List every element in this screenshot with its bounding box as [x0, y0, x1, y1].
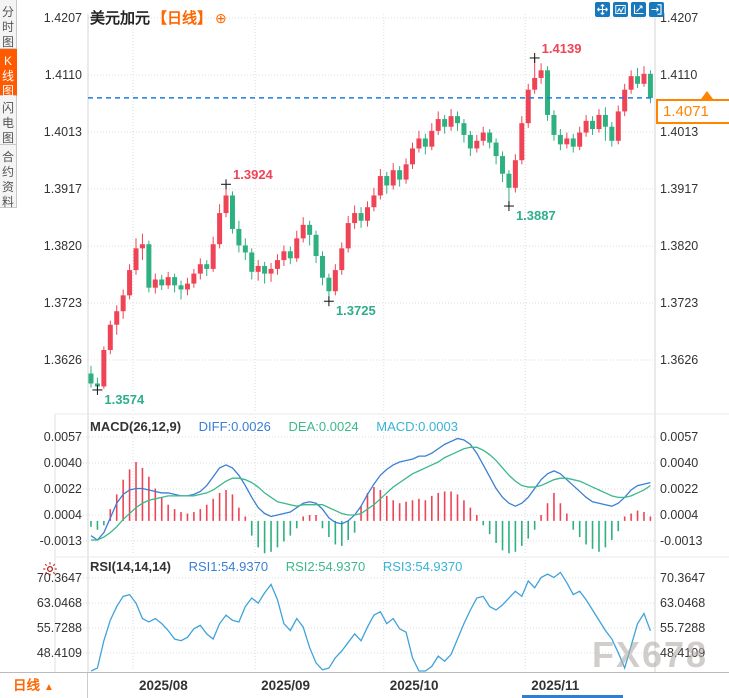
axis-scale-icon[interactable] — [631, 2, 646, 17]
price-axis-label: 1.3917 — [660, 182, 699, 196]
macd-axis-label: -0.0013 — [660, 534, 703, 548]
macd-axis-label: 0.0057 — [660, 430, 699, 444]
macd-axis-label: 0.0022 — [660, 482, 699, 496]
rsi1-value: RSI1:54.9370 — [188, 559, 269, 574]
macd-diff-value: DIFF:0.0026 — [198, 419, 271, 434]
symbol-title: 美元加元 — [90, 10, 151, 27]
macd-dea-value: DEA:0.0024 — [288, 419, 359, 434]
price-axis-label: 1.3723 — [660, 296, 699, 310]
macd-legend: MACD(26,12,9) DIFF:0.0026 DEA:0.0024 MAC… — [90, 419, 472, 434]
rsi-axis-label: 48.4109 — [36, 646, 82, 660]
rsi-axis-label: 70.3647 — [660, 571, 706, 585]
rsi-axis-label: 63.0468 — [36, 596, 82, 610]
price-annotation: 1.3725 — [335, 303, 376, 319]
price-axis-label: 1.3820 — [660, 239, 699, 253]
price-axis-label: 1.3917 — [43, 182, 82, 196]
price-axis-label: 1.4013 — [660, 125, 699, 139]
price-axis-label: 1.4110 — [660, 68, 698, 82]
price-annotation: 1.3887 — [515, 208, 556, 224]
rsi-axis-label: 55.7288 — [36, 621, 82, 635]
move-icon[interactable] — [595, 2, 610, 17]
price-annotation: 1.3574 — [104, 391, 145, 407]
macd-axis-label: 0.0040 — [660, 456, 699, 470]
macd-axis-label: 0.0004 — [660, 508, 699, 522]
macd-axis-label: 0.0004 — [43, 508, 82, 522]
x-axis-date-label: 2025/11 — [531, 678, 580, 693]
price-marker-arrow — [701, 91, 713, 99]
rsi2-value: RSI2:54.9370 — [285, 559, 366, 574]
rsi-axis-label: 48.4109 — [660, 646, 706, 660]
macd-axis-label: -0.0013 — [39, 534, 82, 548]
chart-header: 美元加元 【日线】 ⊕ — [90, 7, 227, 28]
price-axis-label: 1.4110 — [44, 68, 82, 82]
indicator-settings-icon[interactable] — [42, 561, 58, 577]
price-axis-label: 1.4207 — [43, 11, 82, 25]
box-zoom-icon[interactable] — [613, 2, 628, 17]
rsi-axis-label: 55.7288 — [660, 621, 706, 635]
macd-axis-label: 0.0022 — [43, 482, 82, 496]
rsi-axis-label: 63.0468 — [660, 596, 706, 610]
sidebar-tab-contract-info[interactable]: 合约资料 — [0, 145, 17, 209]
pan-right-icon[interactable] — [649, 2, 664, 17]
rsi-title: RSI(14,14,14) — [90, 559, 171, 574]
price-axis-label: 1.3626 — [660, 353, 699, 367]
expand-icon[interactable]: ⊕ — [215, 10, 227, 26]
macd-axis-label: 0.0057 — [43, 430, 82, 444]
macd-hist-value: MACD:0.0003 — [376, 419, 458, 434]
period-selector-arrow-icon: ▲ — [44, 682, 54, 693]
rsi-axis-label: 70.3647 — [36, 571, 82, 585]
bottom-axis-bar: 日线 ▲ 2025/08 2025/09 2025/10 2025/11 — [0, 672, 729, 698]
x-axis-date-label: 2025/09 — [261, 678, 310, 693]
price-axis-label: 1.4207 — [660, 11, 699, 25]
macd-axis-label: 0.0040 — [43, 456, 82, 470]
sidebar-tab-candle-chart[interactable]: K线图 — [0, 49, 17, 98]
price-annotation: 1.3924 — [233, 167, 273, 183]
chart-scrollbar-thumb[interactable] — [522, 695, 623, 698]
period-tag: 【日线】 — [152, 10, 213, 27]
period-selector[interactable]: 日线 ▲ — [0, 673, 88, 698]
price-axis-label: 1.3626 — [43, 353, 82, 367]
x-axis-date-label: 2025/08 — [139, 678, 188, 693]
sidebar-tab-lightning-chart[interactable]: 闪电图 — [0, 96, 17, 145]
rsi-legend: RSI(14,14,14) RSI1:54.9370 RSI2:54.9370 … — [90, 559, 476, 574]
rsi3-value: RSI3:54.9370 — [382, 559, 463, 574]
sidebar-tab-time-chart[interactable]: 分时图 — [0, 0, 17, 49]
price-axis-label: 1.3723 — [43, 296, 82, 310]
x-axis-date-label: 2025/10 — [389, 678, 439, 693]
macd-title: MACD(26,12,9) — [90, 419, 182, 434]
current-price-box: 1.4071 — [656, 99, 729, 124]
price-annotation: 1.4139 — [541, 40, 582, 56]
price-axis-label: 1.3820 — [43, 239, 82, 253]
price-axis-label: 1.4013 — [43, 125, 82, 139]
